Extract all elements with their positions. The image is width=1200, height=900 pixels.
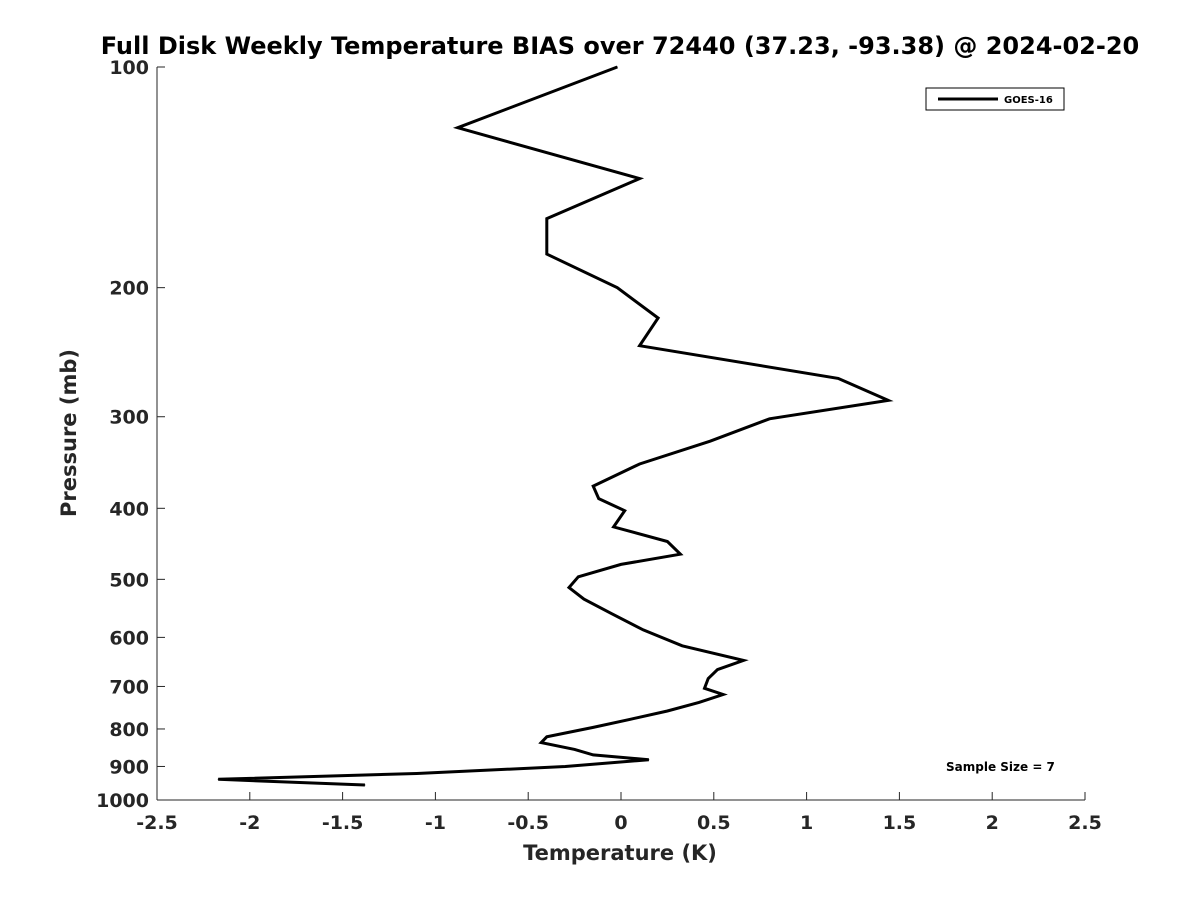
data-point — [568, 587, 570, 588]
x-tick-label: 1 — [800, 812, 813, 834]
data-point — [546, 253, 548, 255]
data-point — [666, 541, 668, 542]
x-tick-label: 2 — [986, 812, 999, 834]
data-point — [722, 694, 724, 695]
y-axis-label: Pressure (mb) — [57, 349, 81, 517]
series-line-goes-16 — [218, 65, 894, 787]
data-point — [639, 178, 641, 180]
y-tick-label: 700 — [109, 676, 149, 698]
y-tick-label: 200 — [109, 278, 149, 300]
data-point — [648, 759, 650, 761]
data-point — [717, 669, 718, 671]
data-point — [546, 736, 548, 738]
data-point — [642, 629, 644, 631]
y-tick-label: 400 — [109, 498, 149, 520]
data-point — [704, 687, 705, 689]
x-tick-label: -0.5 — [507, 812, 549, 834]
data-point — [598, 498, 600, 500]
y-tick-label: 900 — [109, 756, 149, 778]
data-point — [666, 710, 668, 712]
x-tick-label: 2.5 — [1068, 812, 1102, 834]
data-point — [769, 418, 770, 420]
data-point — [629, 718, 631, 720]
data-point — [743, 659, 744, 661]
data-point — [592, 485, 594, 487]
chart-title: Full Disk Weekly Temperature BIAS over 7… — [101, 32, 1140, 60]
data-point — [613, 526, 615, 528]
data-point — [592, 726, 594, 728]
x-tick-label: -1 — [425, 812, 446, 834]
y-tick-label: 800 — [109, 719, 149, 741]
data-point — [707, 678, 709, 680]
x-tick-label: -2.5 — [136, 812, 178, 834]
y-tick-label: 600 — [109, 627, 149, 649]
data-point — [217, 778, 219, 780]
y-axis-ticks: 100 200 300 400 500 600 700 800 900 1000 — [96, 57, 165, 812]
legend: GOES-16 — [925, 87, 1065, 111]
y-tick-label: 100 — [109, 57, 149, 79]
sample-size-annotation: Sample Size = 7 — [946, 760, 1055, 774]
x-tick-label: 0 — [614, 812, 627, 834]
data-point — [657, 317, 659, 319]
data-point — [574, 748, 576, 750]
data-point — [611, 613, 613, 615]
data-point — [616, 66, 618, 68]
data-point — [681, 645, 683, 647]
x-tick-label: 1.5 — [883, 812, 917, 834]
data-point — [577, 576, 579, 578]
data-point — [698, 701, 700, 703]
legend-entry-goes-16: GOES-16 — [1004, 95, 1053, 106]
x-tick-label: -1.5 — [322, 812, 364, 834]
x-axis-ticks: -2.5 -2 -1.5 -1 -0.5 0 0.5 1 1.5 2 2.5 — [136, 792, 1102, 834]
data-point — [679, 553, 681, 555]
data-point — [624, 510, 626, 512]
data-point — [457, 127, 459, 129]
y-tick-label: 300 — [109, 407, 149, 429]
y-tick-label: 1000 — [96, 790, 149, 812]
data-point — [540, 742, 542, 744]
data-point — [364, 784, 366, 786]
data-point — [583, 598, 585, 600]
series-layer — [217, 65, 894, 787]
data-point — [416, 773, 418, 774]
y-tick-label: 500 — [109, 569, 149, 591]
data-point — [546, 218, 548, 220]
data-point — [837, 377, 839, 379]
plot-axes — [156, 67, 1085, 801]
x-tick-label: -2 — [239, 812, 260, 834]
x-tick-label: 0.5 — [697, 812, 731, 834]
data-point — [564, 766, 566, 767]
data-point — [639, 463, 641, 465]
data-point — [709, 440, 711, 442]
data-point — [592, 754, 594, 756]
data-point — [620, 563, 622, 565]
data-point — [639, 345, 641, 347]
data-point — [887, 399, 889, 401]
x-axis-label: Temperature (K) — [523, 841, 717, 865]
data-point — [616, 287, 618, 289]
